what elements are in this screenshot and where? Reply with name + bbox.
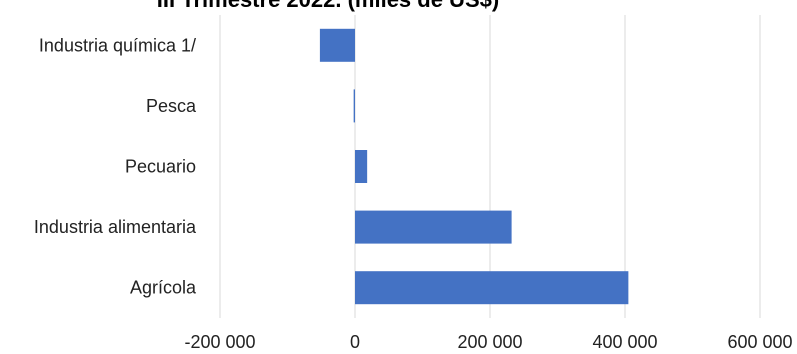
bar-layer bbox=[319, 28, 629, 305]
x-tick-label: 400 000 bbox=[592, 332, 657, 352]
bar bbox=[355, 150, 368, 183]
x-tick-label: -200 000 bbox=[184, 332, 255, 352]
bar bbox=[319, 28, 355, 62]
bar bbox=[355, 210, 512, 244]
bar bbox=[355, 271, 629, 305]
grid-layer bbox=[219, 15, 761, 318]
x-tick-label: 600 000 bbox=[727, 332, 792, 352]
x-tick-label: 0 bbox=[350, 332, 360, 352]
category-labels: Industria química 1/Pesca Pecuario Industr… bbox=[34, 35, 197, 297]
x-tick-label: 200 000 bbox=[457, 332, 522, 352]
chart-title: III Trimestre 2022. (miles de US$) bbox=[157, 0, 499, 12]
bar bbox=[353, 89, 355, 123]
category-label: Agrícola bbox=[130, 278, 197, 298]
category-label: Pesca bbox=[146, 96, 197, 116]
x-axis-tick-labels: -200 000 0 200 000 400 000 600 000 bbox=[184, 332, 792, 352]
category-label: Pecuario bbox=[125, 157, 196, 177]
category-label: Industria química 1/ bbox=[39, 35, 196, 55]
category-label: Industria alimentaria bbox=[34, 217, 197, 237]
